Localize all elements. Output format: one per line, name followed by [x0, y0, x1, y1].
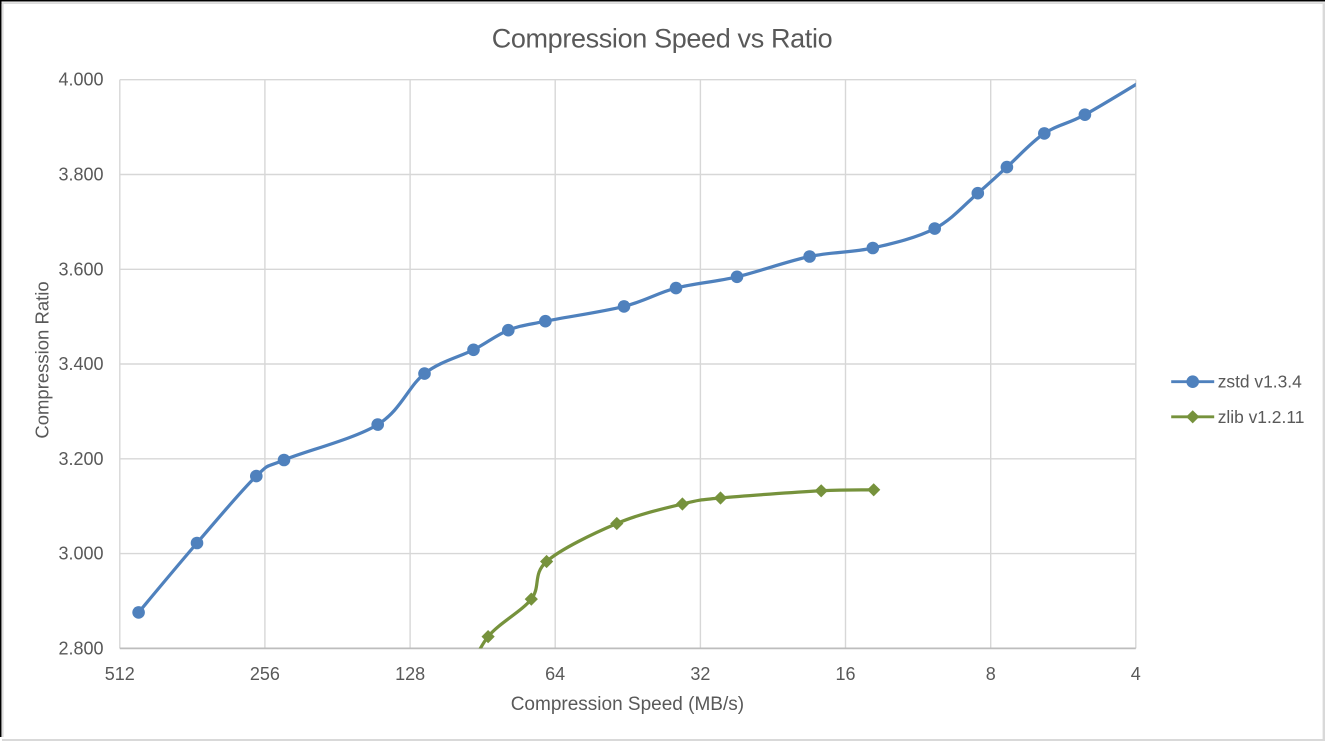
svg-text:Compression Ratio: Compression Ratio	[32, 281, 53, 438]
svg-text:zlib v1.2.11: zlib v1.2.11	[1218, 407, 1305, 427]
svg-text:128: 128	[395, 664, 425, 684]
svg-text:32: 32	[690, 664, 710, 684]
svg-text:3.400: 3.400	[58, 354, 103, 374]
svg-text:Compression Speed (MB/s): Compression Speed (MB/s)	[511, 694, 744, 715]
svg-text:Compression Speed vs Ratio: Compression Speed vs Ratio	[492, 24, 833, 54]
svg-text:512: 512	[105, 664, 135, 684]
svg-text:4: 4	[1131, 664, 1141, 684]
svg-text:3.200: 3.200	[58, 449, 103, 469]
svg-text:16: 16	[835, 664, 855, 684]
svg-text:8: 8	[986, 664, 996, 684]
svg-text:3.600: 3.600	[58, 259, 103, 279]
svg-text:64: 64	[545, 664, 565, 684]
svg-text:zstd v1.3.4: zstd v1.3.4	[1218, 372, 1302, 392]
svg-text:256: 256	[250, 664, 280, 684]
svg-text:3.000: 3.000	[58, 544, 103, 564]
svg-text:4.000: 4.000	[58, 70, 103, 90]
svg-text:2.800: 2.800	[58, 638, 103, 658]
svg-text:3.800: 3.800	[58, 165, 103, 185]
